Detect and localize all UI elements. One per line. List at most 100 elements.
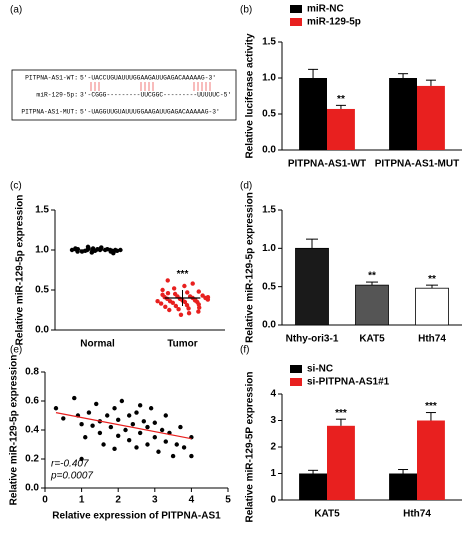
x-tick-label: 0 <box>42 495 48 506</box>
panel-label: (f) <box>240 345 249 356</box>
y-tick-label: 2 <box>270 442 276 453</box>
data-point <box>160 287 165 293</box>
data-point <box>145 442 150 447</box>
x-tick-label: 4 <box>189 495 195 506</box>
y-axis-title: Relative miR-129-5p expression <box>9 355 20 506</box>
significance-label: *** <box>177 269 189 280</box>
y-tick-label: 1.5 <box>262 37 276 48</box>
y-tick-label: 0.5 <box>35 285 49 296</box>
data-point <box>159 427 165 433</box>
y-tick-label: 0.8 <box>25 367 39 378</box>
data-point <box>130 422 136 427</box>
data-point <box>134 410 139 415</box>
sequence-box <box>11 69 237 121</box>
data-point <box>112 406 117 411</box>
data-point <box>182 299 188 305</box>
sequence: 3'-CGGG---------UUCGGC---------UUUUUC-5' <box>80 92 231 99</box>
data-point <box>116 433 121 438</box>
data-point <box>99 245 104 250</box>
y-axis-title: Relative miR-129-5P expression <box>245 371 256 522</box>
data-point <box>97 430 103 436</box>
x-tick-label: PITPNA-AS1-WT <box>288 159 366 170</box>
data-point <box>119 398 125 404</box>
fit-line <box>55 412 192 440</box>
data-point <box>181 445 187 450</box>
significance-label: ** <box>368 271 376 282</box>
y-tick-label: 1.5 <box>262 205 276 216</box>
data-point <box>89 250 95 255</box>
bar <box>415 287 449 326</box>
bar <box>389 473 417 500</box>
data-point <box>61 416 66 421</box>
y-tick-label: 0.0 <box>35 325 49 336</box>
data-point <box>152 420 157 425</box>
x-tick-label: 2 <box>115 495 121 506</box>
panel-label: (d) <box>240 181 252 192</box>
y-tick-label: 1.0 <box>262 243 276 254</box>
x-axis-title: Relative expression of PITPNA-AS1 <box>52 511 221 522</box>
data-point <box>196 302 201 307</box>
data-point <box>101 442 106 447</box>
y-tick-label: 1.0 <box>262 73 276 84</box>
data-point <box>83 435 88 440</box>
x-tick-label: KAT5 <box>314 509 340 520</box>
bar <box>327 108 355 150</box>
bar <box>299 473 327 500</box>
data-point <box>173 303 179 309</box>
data-point <box>74 247 80 253</box>
x-tick-label: Nthy-ori3-1 <box>286 334 339 345</box>
data-point <box>178 312 184 317</box>
x-tick-label: PITPNA-AS1-MUT <box>375 159 459 170</box>
data-point <box>53 406 59 411</box>
legend-label: si-NC <box>307 364 333 375</box>
bar <box>417 420 445 500</box>
data-point <box>186 311 192 316</box>
data-point <box>116 417 121 423</box>
data-point <box>79 456 84 462</box>
panel-label: (a) <box>10 5 22 16</box>
data-point <box>165 278 170 283</box>
data-point <box>123 427 128 433</box>
y-tick-label: 0.0 <box>25 483 39 494</box>
data-point <box>126 413 132 418</box>
x-tick-label: Tumor <box>167 339 197 350</box>
data-point <box>163 304 168 309</box>
data-point <box>94 401 99 407</box>
y-tick-label: 1 <box>270 468 276 479</box>
data-point <box>165 291 171 296</box>
legend-swatch <box>290 365 302 373</box>
data-point <box>178 424 183 430</box>
data-point <box>196 305 202 310</box>
panel-label: (e) <box>10 345 22 356</box>
significance-label: *** <box>335 408 347 419</box>
sequence-name: PITPNA-AS1-MUT: <box>21 109 78 116</box>
bar <box>389 78 417 150</box>
legend-label: miR-129-5p <box>307 17 361 28</box>
legend-swatch <box>290 18 302 26</box>
legend-swatch <box>290 378 302 386</box>
significance-label: *** <box>425 401 437 412</box>
x-tick-label: KAT5 <box>359 334 385 345</box>
sequence-name: miR-129-5p: <box>36 92 78 99</box>
data-point <box>196 309 201 314</box>
legend-swatch <box>290 5 302 13</box>
data-point <box>170 453 176 459</box>
data-point <box>163 413 168 418</box>
data-point <box>189 453 194 459</box>
sequence-name: PITPNA-AS1-WT: <box>25 75 78 82</box>
bar <box>355 284 389 326</box>
data-point <box>205 295 211 300</box>
x-tick-label: Normal <box>80 339 115 350</box>
data-point <box>176 307 181 312</box>
x-tick-label: 3 <box>152 495 158 506</box>
y-tick-label: 0.5 <box>262 109 276 120</box>
data-point <box>105 413 110 418</box>
data-point <box>79 422 84 427</box>
panel-label: (c) <box>10 181 22 192</box>
sequence: 5'-UACCUGUAUUUGGAAGAUUGAGACAAAAAG-3' <box>80 75 216 82</box>
x-tick-label: Hth74 <box>403 509 431 520</box>
data-point <box>185 290 190 295</box>
x-tick-label: 1 <box>79 495 85 506</box>
data-point <box>170 300 176 305</box>
